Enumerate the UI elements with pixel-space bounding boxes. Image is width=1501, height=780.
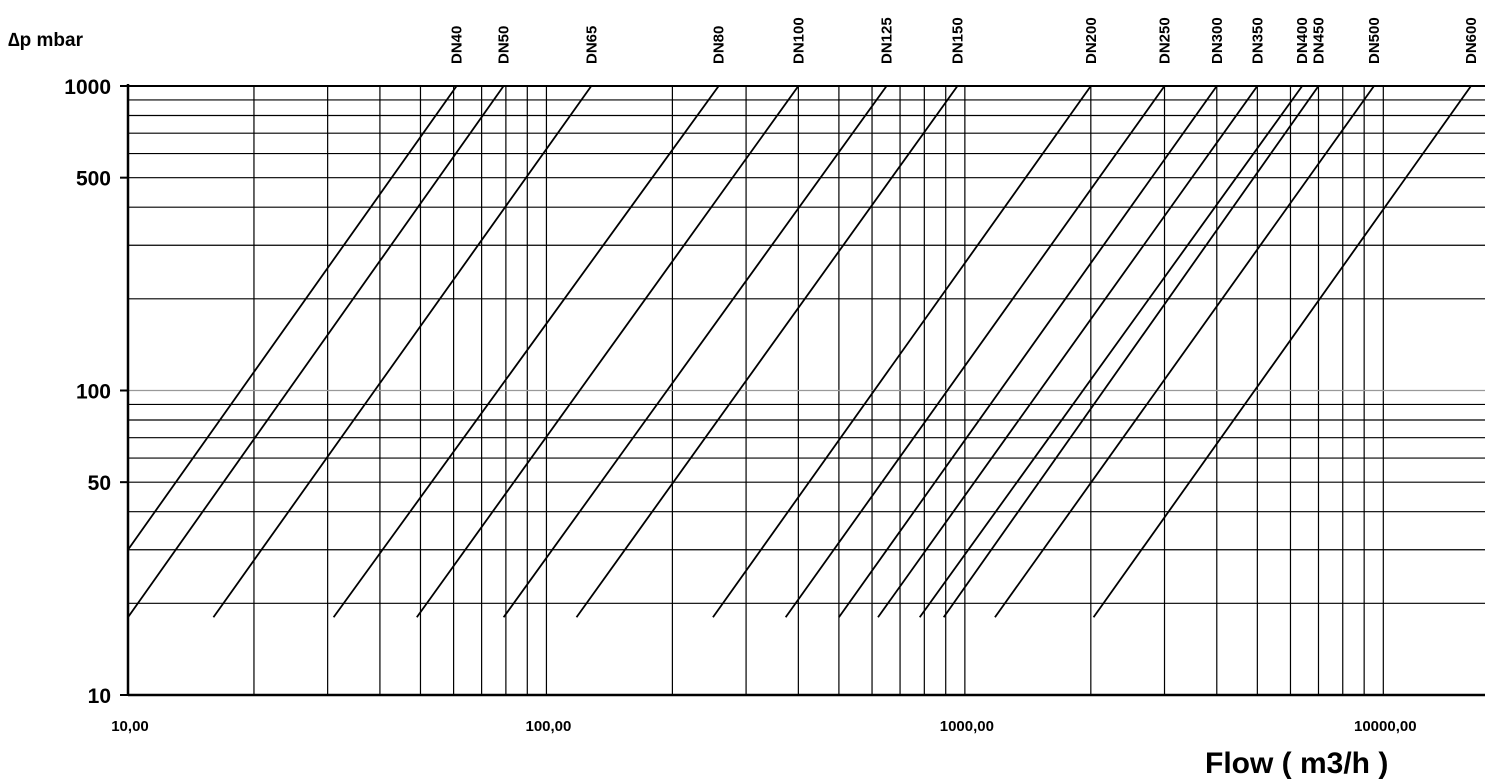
series-label-dn65: DN65	[583, 26, 600, 64]
y-tick-label: 500	[76, 168, 111, 191]
series-label-dn300: DN300	[1209, 17, 1226, 64]
y-axis-label: ∆p mbar	[8, 30, 84, 51]
series-label-dn250: DN250	[1157, 17, 1174, 64]
series-line-dn450	[942, 85, 1320, 618]
series-line-dn80	[332, 85, 720, 618]
x-tick-label: 10,00	[111, 718, 149, 735]
series-label-dn500: DN500	[1366, 17, 1383, 64]
series-label-dn80: DN80	[711, 26, 728, 64]
series-line-dn600	[1092, 85, 1472, 618]
series-label-dn100: DN100	[790, 17, 807, 64]
y-tick-label: 100	[76, 381, 111, 404]
series-line-dn200	[712, 85, 1092, 618]
series-line-dn300	[838, 85, 1218, 618]
series-label-dn350: DN350	[1249, 17, 1266, 64]
y-tick-label: 50	[88, 472, 111, 495]
series-labels: DN40 DN50 DN65 DN80 DN100 DN125 DN150 DN200 DN25…	[449, 17, 1480, 64]
series-label-dn600: DN600	[1463, 17, 1480, 64]
x-axis-label: Flow ( m3/h )	[1205, 747, 1388, 780]
series-line-dn100	[416, 85, 800, 618]
series-label-dn40: DN40	[449, 26, 466, 64]
series-line-dn400	[918, 85, 1303, 618]
x-tick-labels: 10,00 100,00 1000,00 10000,00	[111, 718, 1416, 735]
series-line-dn500	[994, 85, 1375, 618]
series-label-dn450: DN450	[1311, 17, 1328, 64]
series-line-dn40	[127, 85, 458, 551]
series-line-dn125	[502, 85, 888, 618]
grid	[127, 85, 1485, 696]
y-tick-label: 1000	[64, 76, 111, 99]
x-tick-label: 10000,00	[1354, 718, 1417, 735]
axes	[120, 84, 1485, 697]
series-label-dn200: DN200	[1083, 17, 1100, 64]
series-line-dn350	[877, 85, 1259, 618]
x-tick-label: 100,00	[525, 718, 571, 735]
series-label-dn125: DN125	[879, 17, 896, 64]
series-label-dn150: DN150	[950, 17, 967, 64]
series-lines	[127, 85, 1472, 618]
y-tick-label: 10	[88, 685, 111, 708]
y-tick-labels: 10 50 100 500 1000	[64, 76, 111, 708]
x-tick-label: 1000,00	[940, 718, 994, 735]
series-line-dn50	[127, 85, 505, 618]
series-label-dn400: DN400	[1294, 17, 1311, 64]
series-label-dn50: DN50	[496, 26, 513, 64]
series-line-dn65	[212, 85, 593, 618]
series-line-dn150	[575, 85, 959, 618]
series-line-dn250	[784, 85, 1166, 618]
